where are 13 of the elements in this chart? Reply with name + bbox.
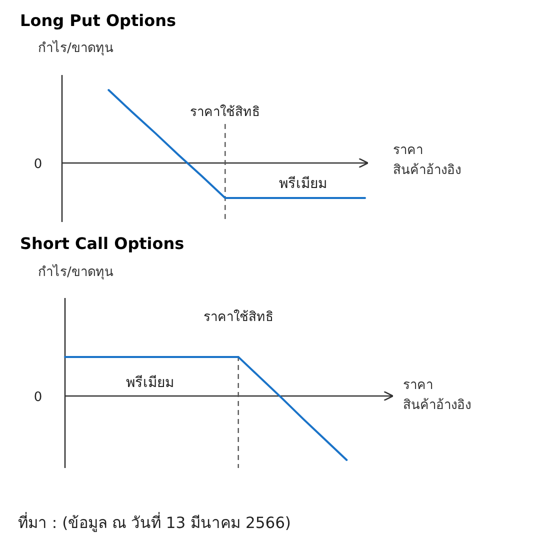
annotation: พรีเมียม	[279, 176, 327, 192]
text: 0	[34, 157, 42, 172]
text: ราคาใช้สิทธิ	[203, 309, 274, 325]
chart-title: Long Put Options	[20, 11, 176, 30]
chart-title: Short Call Options	[20, 234, 184, 253]
text: 0	[34, 390, 42, 405]
x-axis-title: ราคา สินค้าอ้างอิง	[393, 143, 461, 178]
text: ที่มา : (ข้อมูล ณ วันที่ 13 มีนาคม 2566)	[18, 512, 291, 533]
y-axis-title: กำไร/ขาดทุน	[38, 40, 114, 56]
annotation: ราคาใช้สิทธิ	[190, 104, 260, 120]
x-axis-title: ราคา สินค้าอ้างอิง	[403, 378, 471, 413]
annotation: พรีเมียม	[126, 375, 174, 391]
y-axis-title: กำไร/ขาดทุน	[38, 264, 114, 280]
